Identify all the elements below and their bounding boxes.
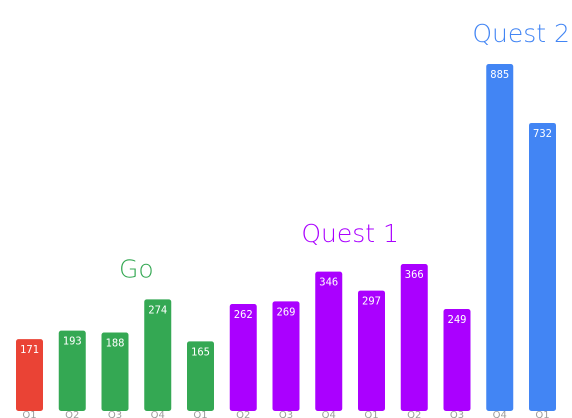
value-label-7: 346 [319,277,338,289]
bar-8 [358,290,385,411]
value-labels-layer: 171 193 188 274 165 262 269 346 297 366 249 885 732 [20,69,552,358]
tick-label-6: Q3 [279,410,293,418]
bar-3 [144,299,172,411]
bar-12 [529,122,556,411]
bar-11 [486,64,514,411]
value-label-1: 193 [63,336,82,348]
value-label-8: 297 [362,296,381,308]
bar-1 [58,330,86,411]
value-label-6: 269 [277,306,296,318]
value-label-0: 171 [20,344,39,356]
tick-label-4: Q1 [193,410,207,418]
value-label-3: 274 [148,304,167,316]
bar-5 [229,304,257,411]
tick-label-3: Q4 [151,410,165,418]
tick-label-1: Q2 [65,410,79,418]
tick-label-7: Q4 [322,410,336,418]
bar-2 [101,332,129,411]
tick-label-2: Q3 [108,410,122,418]
value-label-10: 249 [448,314,467,326]
tick-label-5: Q2 [236,410,250,418]
bar-9 [400,263,428,411]
bar-7 [315,271,343,411]
value-label-2: 188 [106,338,125,350]
group-label-0: Go [119,254,154,283]
tick-label-8: Q1 [364,410,378,418]
tick-label-12: Q1 [535,410,549,418]
bar-4 [187,341,214,411]
value-label-12: 732 [533,128,552,140]
tick-labels-layer: Q1 Q2 Q3 Q4 Q1 Q2 Q3 Q4 Q1 Q2 Q3 Q4 Q1 [22,410,549,418]
value-label-5: 262 [234,309,253,321]
value-label-11: 885 [490,69,509,81]
group-label-1: Quest 1 [301,219,399,248]
tick-label-9: Q2 [407,410,421,418]
group-labels-layer: Go Quest 1 Quest 2 [119,19,570,283]
value-label-4: 165 [191,346,210,358]
tick-label-11: Q4 [493,410,507,418]
group-label-2: Quest 2 [472,19,570,48]
bar-6 [272,301,300,411]
tick-label-10: Q3 [450,410,464,418]
value-label-9: 366 [405,269,424,281]
bar-10 [443,309,471,411]
tick-label-0: Q1 [22,410,36,418]
bar-0 [16,339,43,411]
bars-layer [16,64,556,411]
